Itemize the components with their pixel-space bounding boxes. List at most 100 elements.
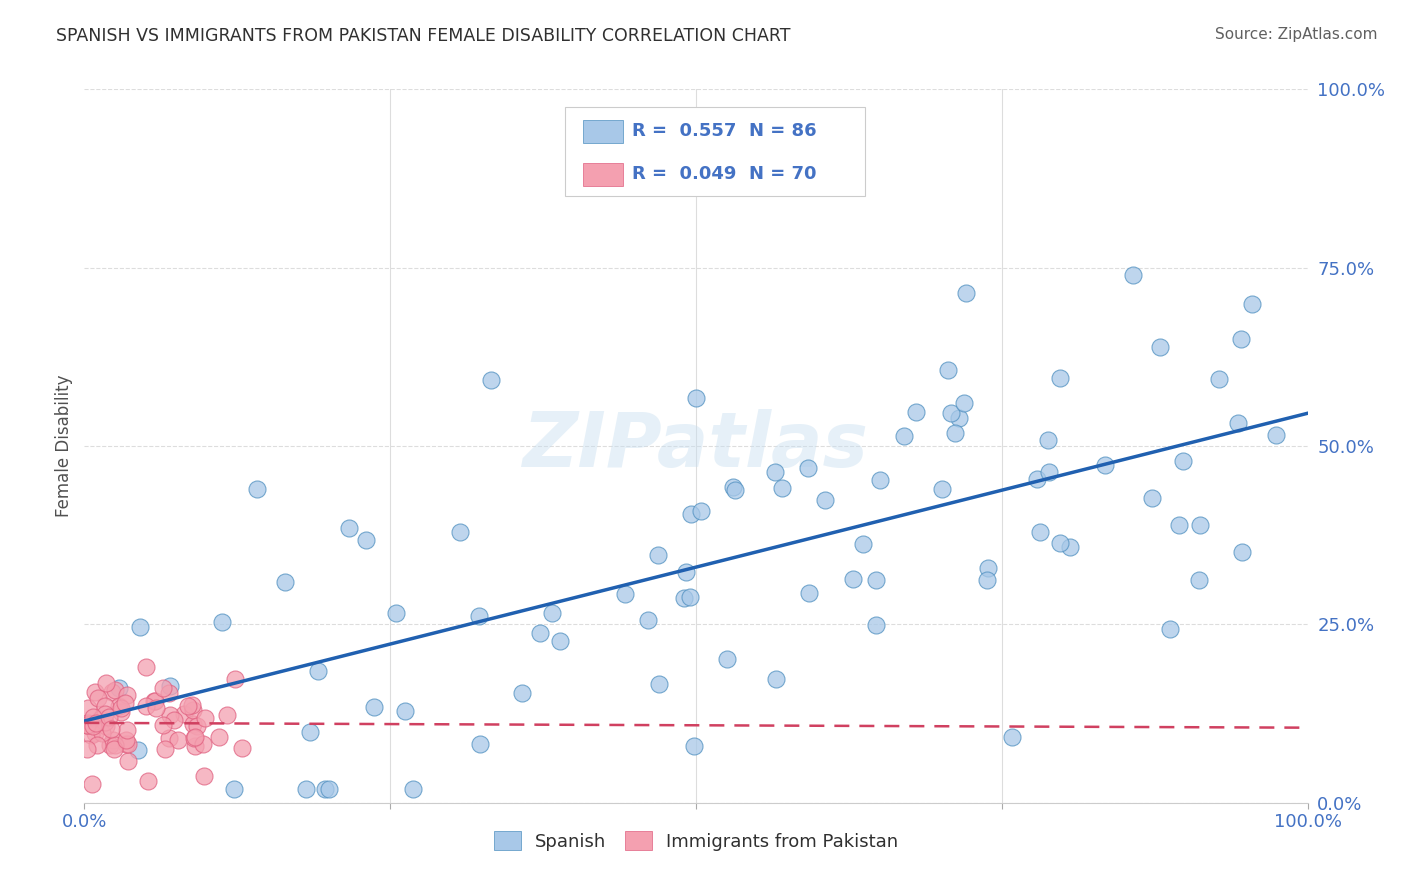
- Point: [770, 481, 793, 495]
- Point: [813, 493, 835, 508]
- Point: [724, 483, 747, 497]
- Point: [222, 781, 245, 796]
- Point: [1036, 433, 1059, 447]
- Point: [115, 723, 138, 737]
- Point: [1230, 545, 1253, 559]
- Point: [101, 733, 124, 747]
- Point: [89, 712, 111, 726]
- Point: [679, 590, 702, 604]
- Point: [298, 724, 321, 739]
- Point: [211, 615, 233, 630]
- FancyBboxPatch shape: [583, 120, 623, 143]
- Point: [127, 742, 149, 756]
- Point: [108, 699, 131, 714]
- Text: R =  0.557: R = 0.557: [633, 122, 737, 140]
- Point: [86, 691, 108, 706]
- Point: [193, 737, 215, 751]
- Point: [1208, 371, 1230, 385]
- Point: [1059, 540, 1081, 554]
- Point: [129, 620, 152, 634]
- Point: [852, 536, 875, 550]
- Point: [1049, 535, 1071, 549]
- Point: [637, 613, 659, 627]
- Point: [83, 685, 105, 699]
- Point: [647, 548, 669, 562]
- Point: [689, 504, 711, 518]
- Point: [194, 711, 217, 725]
- Point: [685, 391, 707, 405]
- Point: [337, 521, 360, 535]
- Point: [1149, 340, 1171, 354]
- Text: R =  0.049: R = 0.049: [633, 165, 737, 183]
- Point: [614, 587, 637, 601]
- Point: [683, 739, 706, 753]
- Point: [1167, 517, 1189, 532]
- Point: [976, 573, 998, 587]
- Point: [1159, 622, 1181, 636]
- Point: [231, 741, 253, 756]
- Point: [77, 716, 100, 731]
- Point: [307, 664, 329, 678]
- Point: [114, 732, 136, 747]
- Text: ZIPatlas: ZIPatlas: [523, 409, 869, 483]
- Point: [1240, 297, 1263, 311]
- Point: [449, 524, 471, 539]
- Point: [675, 565, 697, 579]
- Point: [80, 777, 103, 791]
- Point: [76, 718, 98, 732]
- Point: [842, 572, 865, 586]
- Point: [177, 698, 200, 713]
- Point: [716, 652, 738, 666]
- Point: [117, 754, 139, 768]
- Point: [224, 672, 246, 686]
- Point: [1122, 268, 1144, 283]
- Point: [1230, 332, 1253, 346]
- Point: [943, 425, 966, 440]
- Point: [217, 707, 239, 722]
- Point: [1188, 573, 1211, 587]
- Point: [1049, 371, 1071, 385]
- Point: [183, 731, 205, 745]
- Point: [865, 574, 887, 588]
- Point: [905, 405, 928, 419]
- Point: [363, 700, 385, 714]
- Point: [110, 701, 132, 715]
- Point: [167, 733, 190, 747]
- Point: [184, 739, 207, 753]
- Point: [479, 373, 502, 387]
- Legend: Spanish, Immigrants from Pakistan: Spanish, Immigrants from Pakistan: [486, 824, 905, 858]
- Point: [84, 726, 107, 740]
- Point: [977, 561, 1000, 575]
- Point: [93, 699, 115, 714]
- Point: [1265, 428, 1288, 442]
- Point: [647, 677, 669, 691]
- Point: [183, 703, 205, 717]
- Point: [94, 719, 117, 733]
- Point: [208, 730, 231, 744]
- Point: [104, 738, 127, 752]
- Point: [114, 737, 136, 751]
- Point: [94, 676, 117, 690]
- Point: [948, 410, 970, 425]
- Point: [76, 742, 98, 756]
- Point: [385, 606, 408, 620]
- Point: [94, 707, 117, 722]
- Point: [893, 429, 915, 443]
- Point: [510, 686, 533, 700]
- Point: [181, 698, 204, 713]
- Point: [1029, 525, 1052, 540]
- Point: [76, 718, 98, 732]
- Point: [541, 606, 564, 620]
- Point: [529, 626, 551, 640]
- Point: [865, 618, 887, 632]
- Point: [98, 710, 121, 724]
- Point: [100, 722, 122, 736]
- Point: [152, 681, 174, 695]
- Point: [77, 701, 100, 715]
- Point: [274, 575, 297, 590]
- Y-axis label: Female Disability: Female Disability: [55, 375, 73, 517]
- Point: [765, 465, 787, 479]
- Text: N = 70: N = 70: [748, 165, 815, 183]
- Point: [80, 728, 103, 742]
- Point: [246, 482, 269, 496]
